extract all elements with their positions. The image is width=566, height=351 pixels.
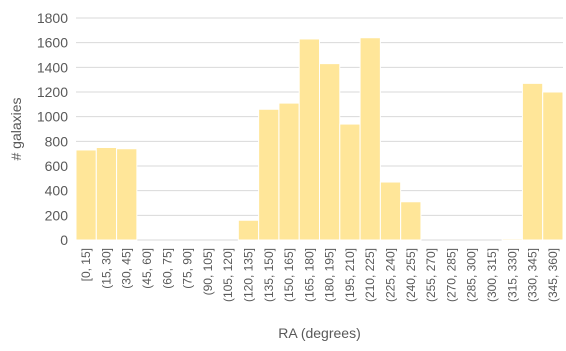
bar <box>237 219 260 241</box>
x-tick-labels: [0, 15] (15, 30] (30, 45] (45, 60] (60, 75] (… <box>79 248 560 302</box>
bar <box>400 201 422 241</box>
x-tick-label: (315, 330] <box>505 248 519 302</box>
x-tick-label: (330, 345] <box>526 248 540 302</box>
bar <box>542 91 564 241</box>
x-tick-label: (60, 75] <box>160 248 174 289</box>
bar <box>258 108 280 241</box>
bars <box>75 37 564 241</box>
y-tick-label: 1200 <box>37 84 68 100</box>
x-tick-label: (240, 255] <box>404 248 418 302</box>
bar <box>379 181 402 241</box>
y-tick-label: 200 <box>45 207 69 223</box>
x-tick-label: (105, 120] <box>221 248 235 302</box>
bar <box>278 102 300 241</box>
x-tick-label: (75, 90] <box>181 248 195 289</box>
x-tick-label: (180, 195] <box>323 248 337 302</box>
y-tick-label: 1800 <box>37 10 68 26</box>
bar <box>501 238 523 241</box>
x-tick-label: (45, 60] <box>140 248 154 289</box>
x-tick-label: (210, 225] <box>363 248 377 302</box>
x-tick-label: (300, 315] <box>485 248 499 302</box>
y-axis-title: # galaxies <box>8 97 24 160</box>
x-tick-label: (90, 105] <box>201 248 215 295</box>
x-tick-label: (255, 270] <box>424 248 438 302</box>
x-tick-label: (225, 240] <box>384 248 398 302</box>
bar <box>95 147 118 241</box>
bar <box>339 123 361 241</box>
x-tick-label: (135, 150] <box>262 248 276 302</box>
y-tick-labels: 0 200 400 600 800 1000 1200 1400 1600 1800 <box>37 10 68 248</box>
y-tick-label: 800 <box>45 133 69 149</box>
bar <box>319 63 341 241</box>
y-tick-label: 1400 <box>37 59 68 75</box>
x-tick-label: (270, 285] <box>444 248 458 302</box>
x-tick-label: (345, 360] <box>546 248 560 302</box>
bar <box>359 37 381 241</box>
y-tick-label: 1000 <box>37 109 68 125</box>
y-tick-label: 400 <box>45 183 69 199</box>
y-tick-label: 1600 <box>37 35 68 51</box>
x-tick-label: (30, 45] <box>120 248 134 289</box>
x-tick-label: (15, 30] <box>99 248 113 289</box>
x-tick-label: (285, 300] <box>465 248 479 302</box>
x-tick-label: [0, 15] <box>79 248 93 281</box>
x-tick-label: (195, 210] <box>343 248 357 302</box>
x-axis-title: RA (degrees) <box>278 325 360 341</box>
bar <box>521 82 544 241</box>
bar <box>75 149 97 241</box>
x-tick-label: (150, 165] <box>282 248 296 302</box>
x-tick-label: (120, 135] <box>241 248 255 302</box>
bar <box>298 38 321 241</box>
y-tick-label: 0 <box>60 232 68 248</box>
x-tick-label: (165, 180] <box>302 248 316 302</box>
bar <box>116 148 138 241</box>
y-tick-label: 600 <box>45 158 69 174</box>
